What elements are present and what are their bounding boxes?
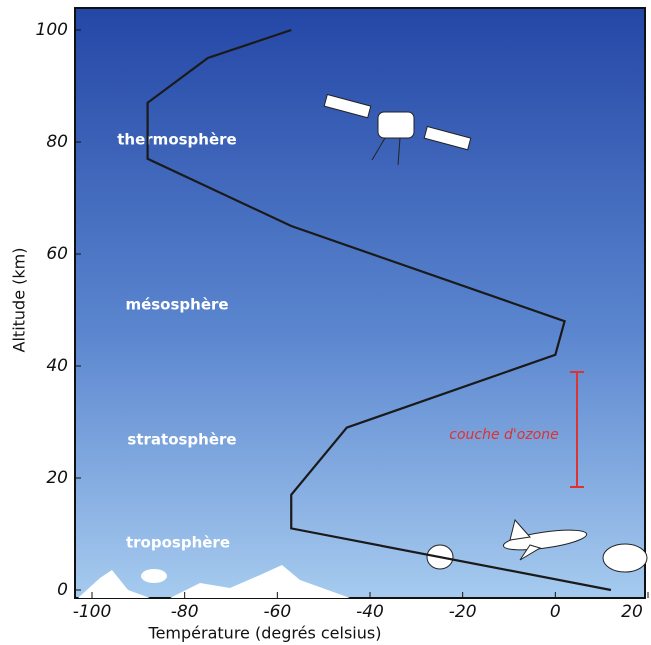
y-tick-label: 40: [46, 356, 68, 376]
x-tick-label: -100: [73, 602, 112, 622]
chart: Température (degrés celsius) Altitude (k…: [0, 0, 651, 645]
y-tick-label: 100: [36, 20, 68, 40]
x-tick-label: -20: [449, 602, 477, 622]
layer-label: thermosphère: [117, 131, 236, 149]
layer-label: stratosphère: [127, 431, 236, 449]
x-tick-label: -40: [356, 602, 384, 622]
x-tick-label: -60: [263, 602, 291, 622]
layer-label: troposphère: [126, 534, 230, 552]
y-tick-label: 20: [46, 468, 68, 488]
x-tick-label: -80: [171, 602, 199, 622]
y-tick-label: 80: [46, 132, 68, 152]
y-axis-title: Altitude (km): [10, 248, 29, 353]
x-tick-label: 0: [550, 602, 561, 622]
ozone-label: couche d'ozone: [449, 427, 558, 443]
y-tick-label: 60: [46, 244, 68, 264]
layer-label: mésosphère: [125, 296, 228, 314]
page: Température (degrés celsius) Altitude (k…: [0, 0, 651, 645]
x-axis-title: Température (degrés celsius): [148, 624, 382, 643]
x-tick-label: 20: [621, 602, 643, 622]
y-tick-label: 0: [57, 580, 68, 600]
